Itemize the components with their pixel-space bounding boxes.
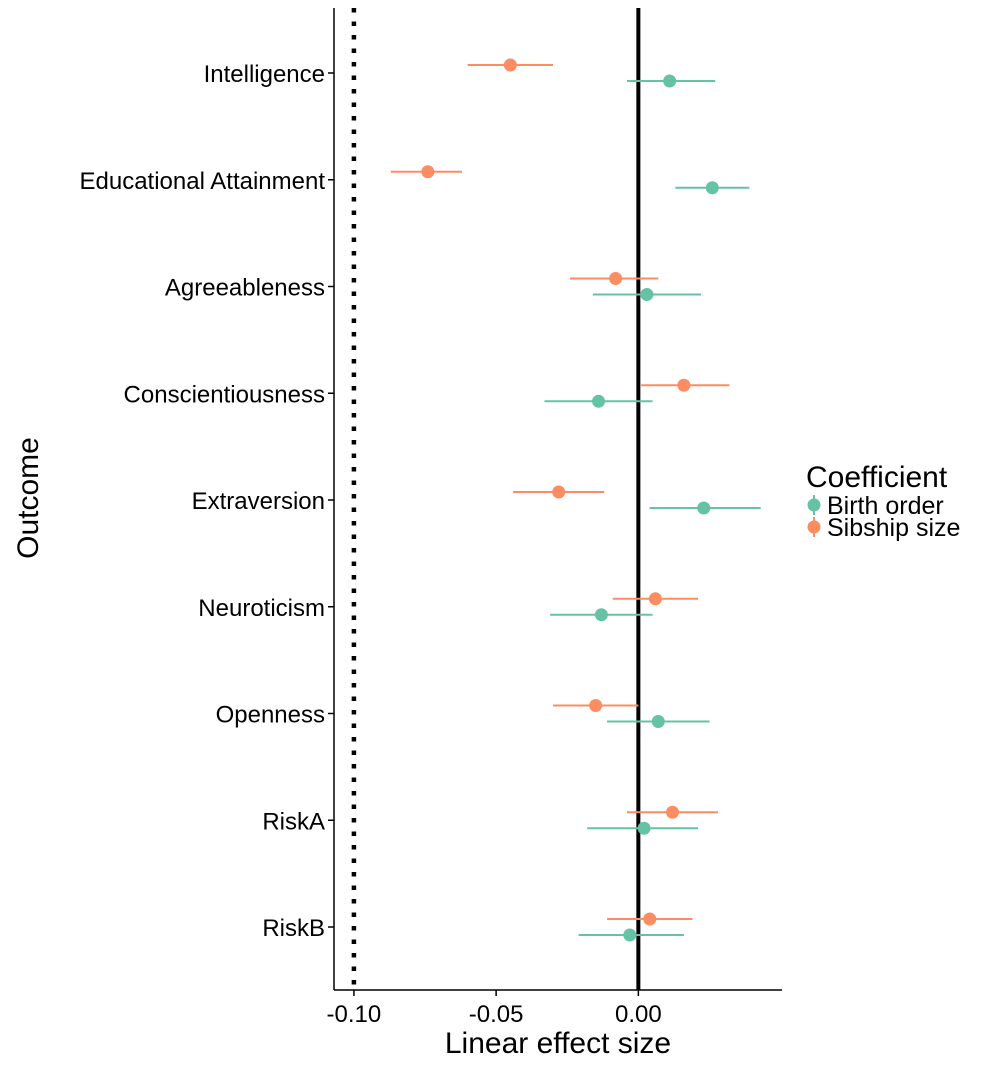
y-tick-label: Intelligence bbox=[204, 61, 325, 88]
x-tick-label: -0.10 bbox=[327, 1001, 382, 1028]
y-tick-label: Openness bbox=[216, 702, 325, 729]
point bbox=[697, 501, 711, 515]
point bbox=[592, 394, 606, 408]
point bbox=[648, 592, 662, 606]
marks bbox=[390, 58, 761, 942]
point bbox=[677, 378, 691, 392]
point bbox=[609, 272, 623, 285]
point bbox=[421, 165, 435, 179]
point bbox=[589, 699, 603, 712]
point bbox=[643, 912, 657, 926]
point bbox=[594, 608, 608, 622]
y-tick-label: Educational Attainment bbox=[80, 168, 326, 195]
y-axis-title: Outcome bbox=[12, 437, 45, 559]
point bbox=[705, 181, 719, 195]
legend-label: Birth order bbox=[827, 492, 944, 520]
y-tick-label: RiskB bbox=[262, 915, 325, 942]
point bbox=[623, 928, 637, 942]
y-tick-label: Neuroticism bbox=[198, 595, 325, 622]
legend-label: Sibship size bbox=[827, 514, 960, 542]
x-tick-label: 0.00 bbox=[615, 1001, 662, 1028]
point bbox=[651, 715, 665, 728]
y-tick-label: Extraversion bbox=[192, 488, 325, 515]
point bbox=[663, 74, 677, 88]
legend-key-point bbox=[807, 498, 821, 512]
x-axis-title: Linear effect size bbox=[445, 1027, 671, 1060]
y-tick-label: Conscientiousness bbox=[124, 381, 325, 408]
point bbox=[665, 805, 679, 819]
point bbox=[552, 485, 566, 499]
labels: Linear effect size Outcome bbox=[12, 437, 671, 1060]
point bbox=[640, 288, 654, 301]
point bbox=[503, 58, 517, 72]
y-tick-label: RiskA bbox=[262, 808, 325, 835]
legend-key-point bbox=[807, 520, 821, 534]
x-tick-label: -0.05 bbox=[469, 1001, 524, 1028]
point bbox=[637, 821, 651, 835]
legend-title: Coefficient bbox=[806, 461, 948, 494]
y-tick-label: Agreeableness bbox=[165, 275, 325, 302]
axes: -0.10 -0.05 0.00 Intelligence Educational At… bbox=[80, 8, 782, 1028]
